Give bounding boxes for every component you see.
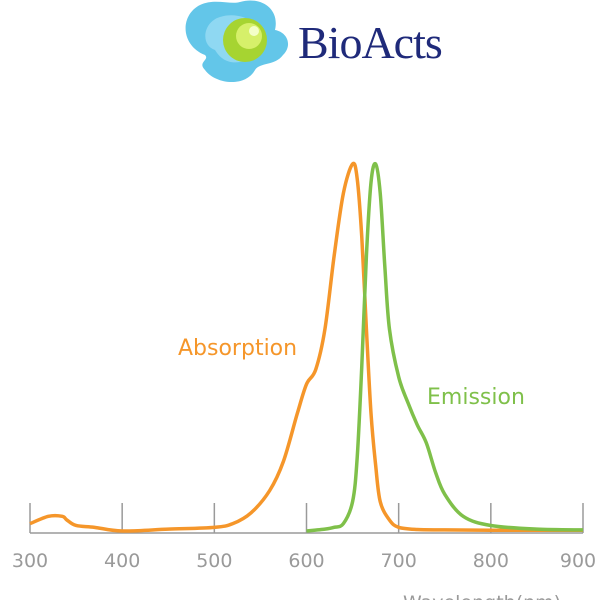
x-tick-label-700: 700 [381,550,417,572]
x-tick-label-500: 500 [196,550,232,572]
x-axis-label: Wavelength(nm) [403,592,561,600]
x-tick-label-800: 800 [473,550,509,572]
x-tick-label-300: 300 [12,550,48,572]
series-line-absorption [29,161,583,533]
x-tick-label-600: 600 [288,550,324,572]
series-label-absorption: Absorption [178,336,297,361]
x-tick-labels: 300 400 500 600 700 800 900 [12,550,596,572]
x-axis [29,503,584,534]
series-label-emission: Emission [427,385,525,410]
logo-text: BioActs [298,17,443,68]
x-tick-label-400: 400 [104,550,140,572]
bioacts-logo [185,0,289,83]
series-line-emission [306,161,584,533]
series-lines [29,161,584,533]
x-tick-label-900: 900 [560,550,596,572]
